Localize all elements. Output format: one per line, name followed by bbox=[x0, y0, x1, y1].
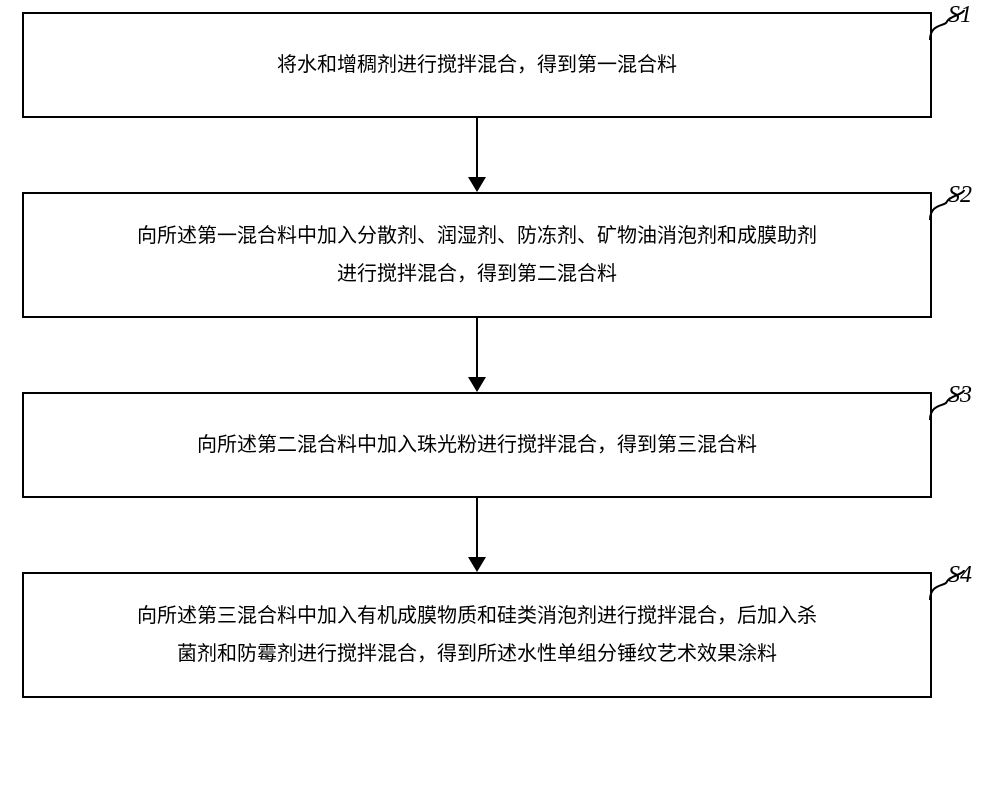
flowchart-container: 将水和增稠剂进行搅拌混合，得到第一混合料S1 向所述第一混合料中加入分散剂、润湿剂… bbox=[22, 12, 932, 698]
step-text: 向所述第二混合料中加入珠光粉进行搅拌混合，得到第三混合料 bbox=[197, 426, 757, 464]
arrow-head-icon bbox=[468, 177, 486, 192]
step-text: 向所述第三混合料中加入有机成膜物质和硅类消泡剂进行搅拌混合，后加入杀菌剂和防霉剂… bbox=[137, 597, 817, 673]
step-text: 向所述第一混合料中加入分散剂、润湿剂、防冻剂、矿物油消泡剂和成膜助剂进行搅拌混合… bbox=[137, 217, 817, 293]
arrow-down bbox=[468, 498, 486, 572]
step-box: 向所述第三混合料中加入有机成膜物质和硅类消泡剂进行搅拌混合，后加入杀菌剂和防霉剂… bbox=[22, 572, 932, 698]
step-s4: 向所述第三混合料中加入有机成膜物质和硅类消泡剂进行搅拌混合，后加入杀菌剂和防霉剂… bbox=[22, 572, 932, 698]
step-label: S4 bbox=[948, 562, 972, 589]
arrow-line bbox=[476, 318, 478, 378]
arrow-line bbox=[476, 498, 478, 558]
step-s3: 向所述第二混合料中加入珠光粉进行搅拌混合，得到第三混合料S3 bbox=[22, 392, 932, 498]
arrow-line bbox=[476, 118, 478, 178]
step-box: 将水和增稠剂进行搅拌混合，得到第一混合料 bbox=[22, 12, 932, 118]
step-box: 向所述第二混合料中加入珠光粉进行搅拌混合，得到第三混合料 bbox=[22, 392, 932, 498]
step-text: 将水和增稠剂进行搅拌混合，得到第一混合料 bbox=[277, 46, 677, 84]
step-label: S2 bbox=[948, 182, 972, 209]
step-s2: 向所述第一混合料中加入分散剂、润湿剂、防冻剂、矿物油消泡剂和成膜助剂进行搅拌混合… bbox=[22, 192, 932, 318]
step-label: S1 bbox=[948, 2, 972, 29]
step-box: 向所述第一混合料中加入分散剂、润湿剂、防冻剂、矿物油消泡剂和成膜助剂进行搅拌混合… bbox=[22, 192, 932, 318]
arrow-head-icon bbox=[468, 377, 486, 392]
step-s1: 将水和增稠剂进行搅拌混合，得到第一混合料S1 bbox=[22, 12, 932, 118]
step-label: S3 bbox=[948, 382, 972, 409]
arrow-down bbox=[468, 318, 486, 392]
arrow-head-icon bbox=[468, 557, 486, 572]
arrow-down bbox=[468, 118, 486, 192]
